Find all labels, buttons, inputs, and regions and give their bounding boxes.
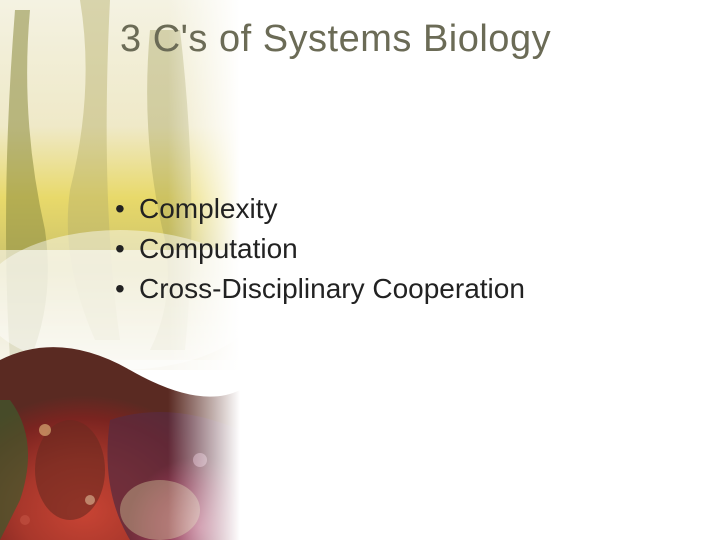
bullet-item: Computation: [115, 230, 690, 268]
slide-title: 3 C's of Systems Biology: [120, 18, 700, 61]
bullet-item: Cross-Disciplinary Cooperation: [115, 270, 690, 308]
bullet-item: Complexity: [115, 190, 690, 228]
bullet-list: Complexity Computation Cross-Disciplinar…: [115, 190, 690, 309]
